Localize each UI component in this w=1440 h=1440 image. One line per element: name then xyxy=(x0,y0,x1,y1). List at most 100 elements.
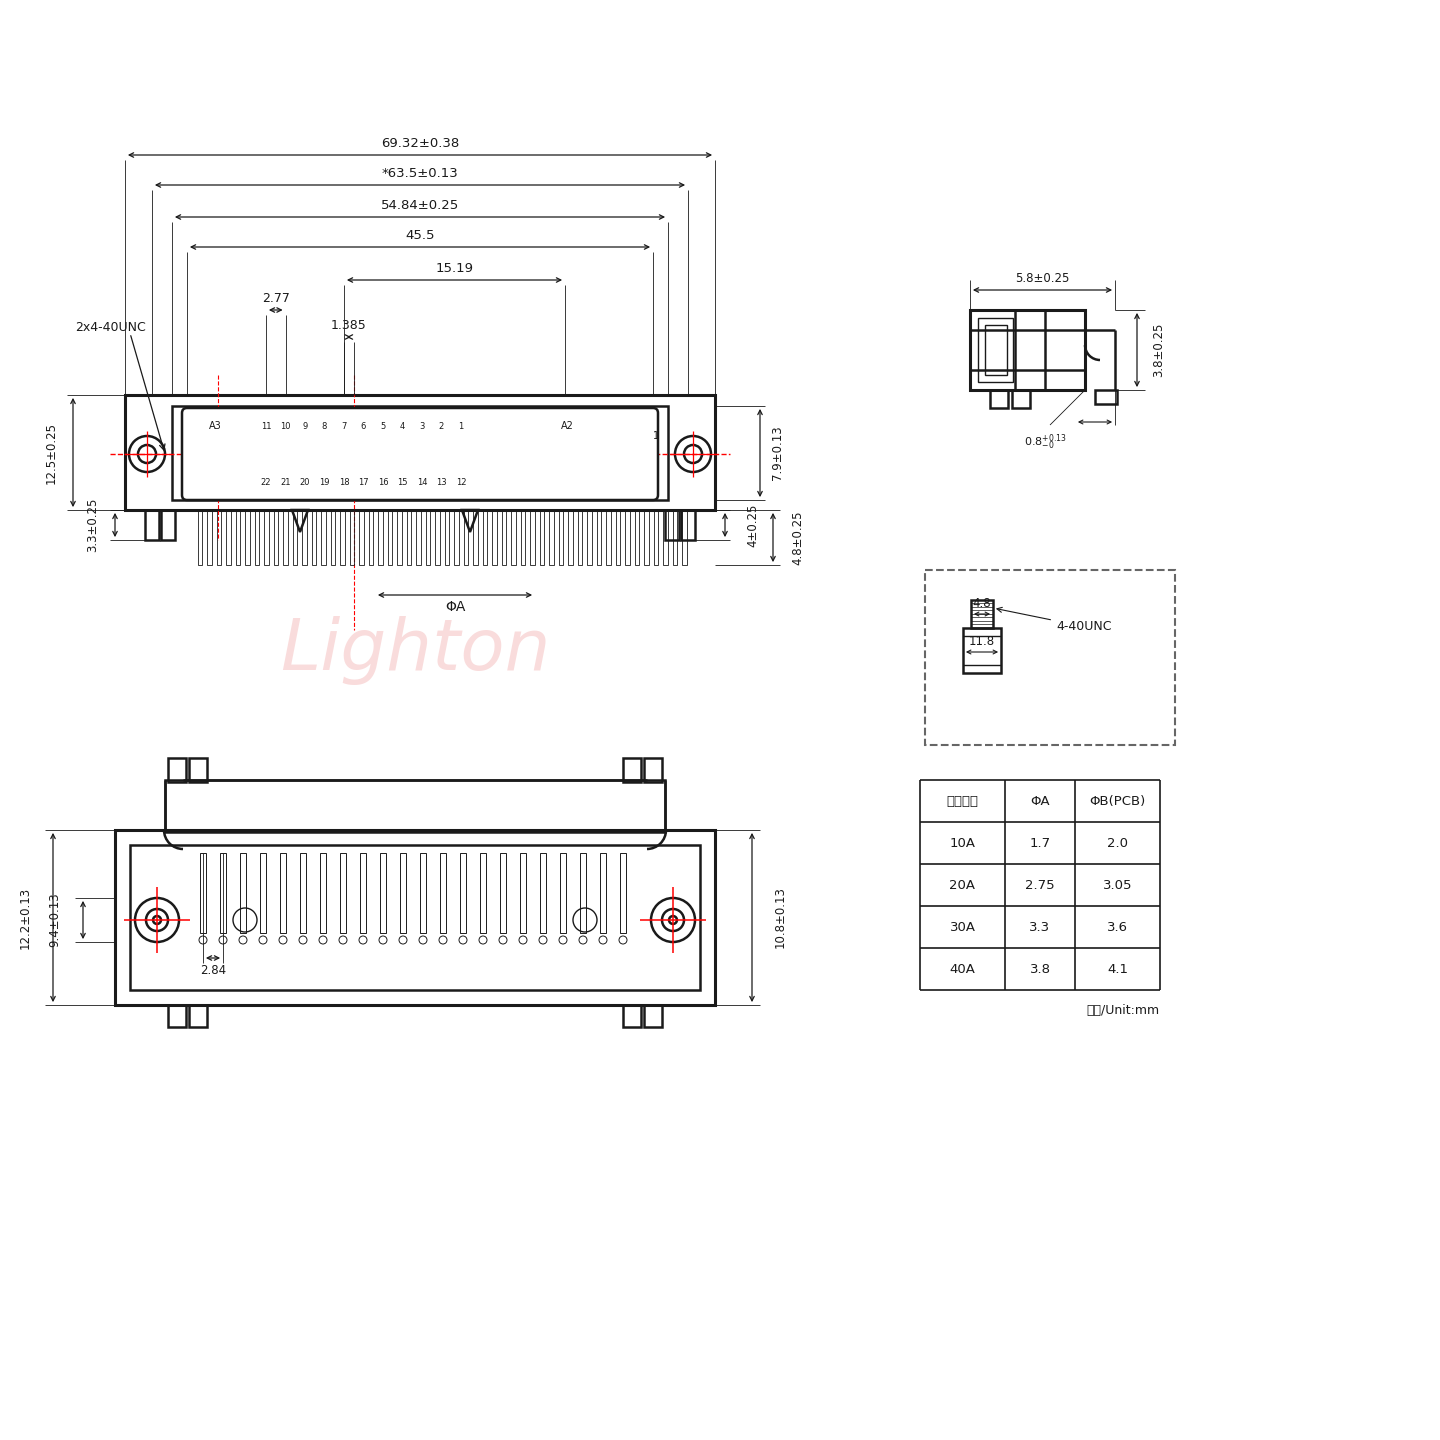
Bar xyxy=(606,510,611,564)
Bar xyxy=(540,510,544,564)
Bar xyxy=(145,510,158,540)
Text: 1: 1 xyxy=(652,431,660,441)
Text: 2.0: 2.0 xyxy=(1107,837,1128,850)
Text: 18: 18 xyxy=(338,478,350,487)
Bar xyxy=(459,852,467,933)
Bar xyxy=(664,510,668,564)
Bar xyxy=(320,852,325,933)
Text: Lighton: Lighton xyxy=(279,615,550,684)
Text: 40A: 40A xyxy=(949,962,975,975)
Bar xyxy=(331,510,336,564)
Bar xyxy=(480,852,487,933)
Bar xyxy=(302,510,307,564)
Bar xyxy=(168,1005,186,1027)
Text: 69.32±0.38: 69.32±0.38 xyxy=(380,137,459,150)
Bar xyxy=(380,852,386,933)
Bar xyxy=(360,852,366,933)
Bar xyxy=(300,852,307,933)
Bar xyxy=(435,510,439,564)
FancyBboxPatch shape xyxy=(181,408,658,500)
Bar xyxy=(397,510,402,564)
Bar xyxy=(963,628,1001,672)
Bar xyxy=(161,510,176,540)
Text: 10.8±0.13: 10.8±0.13 xyxy=(773,887,786,949)
Text: 10A: 10A xyxy=(949,837,975,850)
Text: 22: 22 xyxy=(261,478,271,487)
Text: 单位/Unit:mm: 单位/Unit:mm xyxy=(1087,1004,1161,1017)
Bar xyxy=(1094,390,1117,405)
Bar xyxy=(683,510,687,564)
Text: 4: 4 xyxy=(400,422,405,431)
Bar xyxy=(265,510,269,564)
Text: 14: 14 xyxy=(416,478,428,487)
Bar xyxy=(130,845,700,991)
Text: 30A: 30A xyxy=(949,920,975,933)
Bar xyxy=(387,510,392,564)
Text: 3.3±0.25: 3.3±0.25 xyxy=(86,498,99,552)
Bar xyxy=(681,510,696,540)
FancyBboxPatch shape xyxy=(924,570,1175,744)
Bar xyxy=(989,390,1008,408)
Bar xyxy=(500,852,505,933)
Bar xyxy=(292,510,297,564)
Text: *63.5±0.13: *63.5±0.13 xyxy=(382,167,458,180)
Bar xyxy=(340,510,344,564)
Text: 11.8: 11.8 xyxy=(969,635,995,648)
Bar xyxy=(577,510,582,564)
Bar xyxy=(245,510,249,564)
Bar xyxy=(168,757,186,782)
Bar xyxy=(379,510,383,564)
Text: 2.77: 2.77 xyxy=(262,291,289,304)
Text: 2.84: 2.84 xyxy=(200,963,226,976)
Bar xyxy=(540,852,546,933)
Text: $0.8^{+0.13}_{-0}$: $0.8^{+0.13}_{-0}$ xyxy=(1024,432,1067,452)
Text: 2.75: 2.75 xyxy=(1025,878,1056,891)
Text: 15.19: 15.19 xyxy=(435,262,474,275)
Text: 7: 7 xyxy=(341,422,347,431)
Bar xyxy=(1012,390,1030,408)
Text: 19: 19 xyxy=(320,478,330,487)
Bar xyxy=(189,757,207,782)
Bar xyxy=(200,852,206,933)
Bar xyxy=(644,757,662,782)
Bar xyxy=(559,510,563,564)
Bar xyxy=(530,510,534,564)
Text: 11: 11 xyxy=(261,422,271,431)
Text: 1.7: 1.7 xyxy=(1030,837,1051,850)
Text: ΦB(PCB): ΦB(PCB) xyxy=(1090,795,1146,808)
Bar xyxy=(560,852,566,933)
Bar xyxy=(115,829,716,1005)
Text: ΦA: ΦA xyxy=(445,600,465,613)
Bar xyxy=(125,395,716,510)
Text: 20A: 20A xyxy=(949,878,975,891)
Bar xyxy=(635,510,639,564)
Bar xyxy=(226,510,230,564)
Bar xyxy=(644,1005,662,1027)
Polygon shape xyxy=(462,510,478,531)
Bar xyxy=(492,510,497,564)
Text: 3: 3 xyxy=(419,422,425,431)
Bar xyxy=(971,600,994,628)
Text: 3.8: 3.8 xyxy=(1030,962,1051,975)
Text: 3.05: 3.05 xyxy=(1103,878,1132,891)
Bar xyxy=(482,510,487,564)
Text: 17: 17 xyxy=(359,478,369,487)
Text: 12: 12 xyxy=(455,478,467,487)
Bar xyxy=(261,852,266,933)
Bar xyxy=(166,780,665,832)
Text: 3.6: 3.6 xyxy=(1107,920,1128,933)
Bar xyxy=(511,510,516,564)
Text: 4.8: 4.8 xyxy=(972,596,991,609)
Bar xyxy=(359,510,364,564)
Bar xyxy=(340,852,346,933)
Bar xyxy=(521,510,526,564)
Text: 54.84±0.25: 54.84±0.25 xyxy=(380,199,459,212)
Text: 6: 6 xyxy=(361,422,366,431)
Bar xyxy=(501,510,507,564)
Bar xyxy=(189,1005,207,1027)
Bar xyxy=(569,510,573,564)
Bar xyxy=(985,325,1007,374)
Bar xyxy=(445,510,449,564)
Bar xyxy=(236,510,240,564)
Text: 8: 8 xyxy=(321,422,327,431)
